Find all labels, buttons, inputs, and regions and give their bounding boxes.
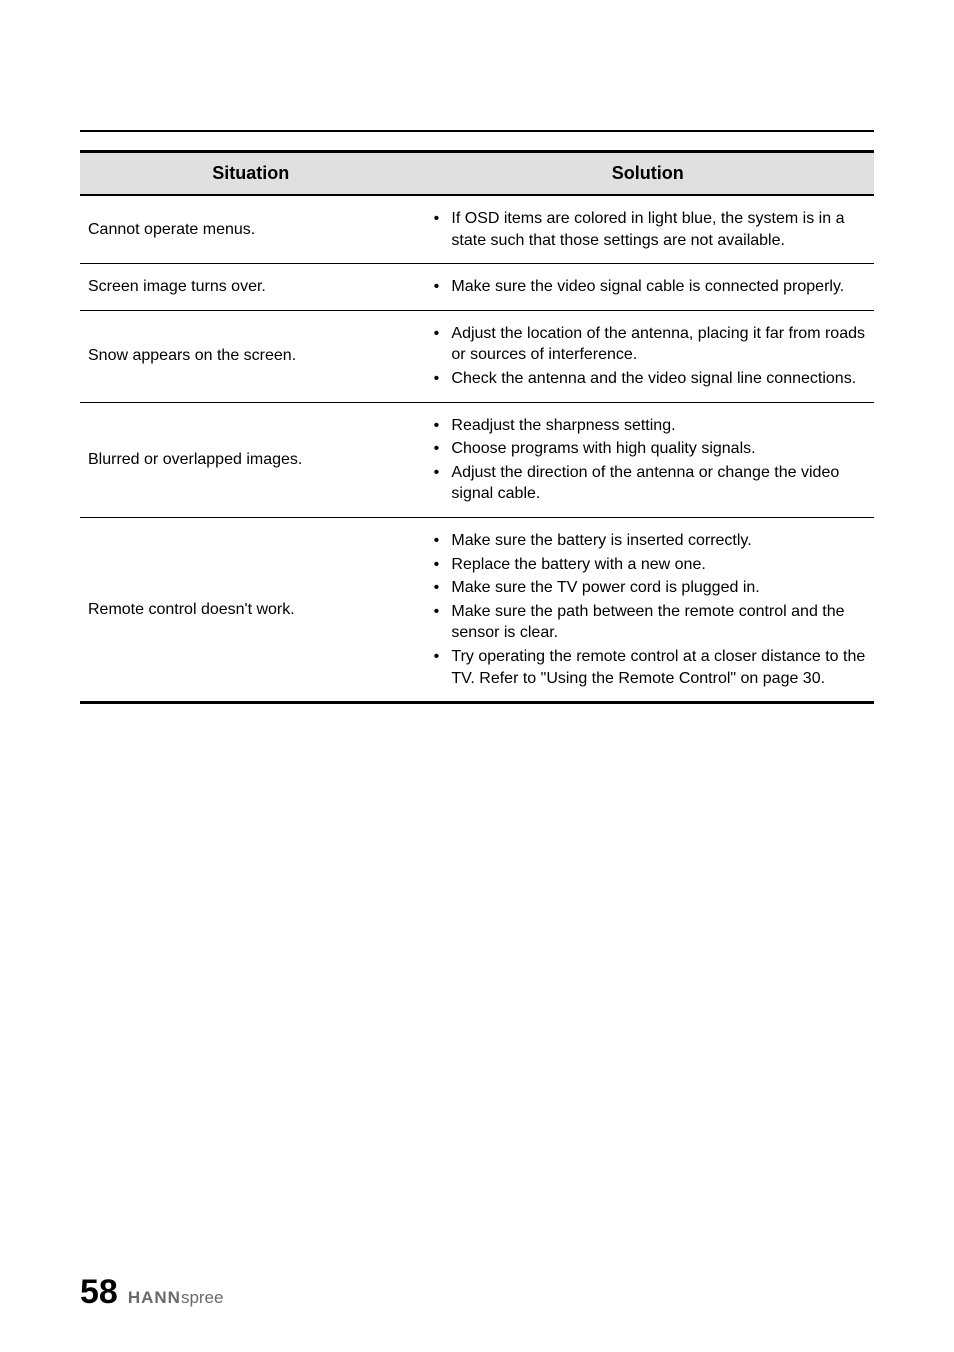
table-row: Screen image turns over. • Make sure the… — [80, 264, 874, 311]
bullet-icon: • — [421, 208, 451, 251]
brand-logo: HANNspree — [128, 1288, 224, 1308]
header-situation: Situation — [80, 153, 421, 194]
solution-list: • Readjust the sharpness setting. • Choo… — [421, 415, 866, 505]
bullet-icon: • — [421, 554, 451, 576]
solution-text: Make sure the video signal cable is conn… — [451, 276, 866, 298]
troubleshooting-table: Situation Solution Cannot operate menus.… — [80, 150, 874, 704]
bullet-icon: • — [421, 577, 451, 599]
page-number: 58 — [80, 1273, 118, 1312]
list-item: • Check the antenna and the video signal… — [421, 368, 866, 390]
solution-text: Make sure the TV power cord is plugged i… — [451, 577, 866, 599]
list-item: • Make sure the video signal cable is co… — [421, 276, 866, 298]
table-row: Blurred or overlapped images. • Readjust… — [80, 403, 874, 518]
solution-text: Try operating the remote control at a cl… — [451, 646, 866, 689]
solution-text: Readjust the sharpness setting. — [451, 415, 866, 437]
table-header-row: Situation Solution — [80, 150, 874, 196]
solution-cell: • Adjust the location of the antenna, pl… — [421, 311, 874, 402]
bullet-icon: • — [421, 323, 451, 366]
list-item: • Make sure the battery is inserted corr… — [421, 530, 866, 552]
list-item: • Try operating the remote control at a … — [421, 646, 866, 689]
solution-text: Replace the battery with a new one. — [451, 554, 866, 576]
situation-cell: Snow appears on the screen. — [80, 311, 421, 402]
solution-cell: • Make sure the battery is inserted corr… — [421, 518, 874, 701]
list-item: • Make sure the TV power cord is plugged… — [421, 577, 866, 599]
solution-text: If OSD items are colored in light blue, … — [451, 208, 866, 251]
brand-prefix: HANN — [128, 1288, 181, 1307]
situation-cell: Remote control doesn't work. — [80, 518, 421, 701]
solution-text: Adjust the direction of the antenna or c… — [451, 462, 866, 505]
bullet-icon: • — [421, 276, 451, 298]
solution-list: • Adjust the location of the antenna, pl… — [421, 323, 866, 390]
list-item: • Adjust the location of the antenna, pl… — [421, 323, 866, 366]
solution-text: Make sure the path between the remote co… — [451, 601, 866, 644]
bullet-icon: • — [421, 368, 451, 390]
bullet-icon: • — [421, 646, 451, 689]
solution-list: • Make sure the video signal cable is co… — [421, 276, 866, 298]
table-row: Remote control doesn't work. • Make sure… — [80, 518, 874, 704]
solution-text: Check the antenna and the video signal l… — [451, 368, 866, 390]
solution-list: • Make sure the battery is inserted corr… — [421, 530, 866, 689]
solution-cell: • If OSD items are colored in light blue… — [421, 196, 874, 263]
bullet-icon: • — [421, 462, 451, 505]
solution-cell: • Make sure the video signal cable is co… — [421, 264, 874, 310]
page-footer: 58 HANNspree — [80, 1273, 223, 1312]
header-solution: Solution — [421, 153, 874, 194]
solution-cell: • Readjust the sharpness setting. • Choo… — [421, 403, 874, 517]
table-row: Cannot operate menus. • If OSD items are… — [80, 196, 874, 264]
bullet-icon: • — [421, 438, 451, 460]
bullet-icon: • — [421, 415, 451, 437]
list-item: • If OSD items are colored in light blue… — [421, 208, 866, 251]
solution-text: Make sure the battery is inserted correc… — [451, 530, 866, 552]
list-item: • Readjust the sharpness setting. — [421, 415, 866, 437]
brand-suffix: spree — [181, 1288, 224, 1307]
solution-text: Adjust the location of the antenna, plac… — [451, 323, 866, 366]
list-item: • Choose programs with high quality sign… — [421, 438, 866, 460]
situation-cell: Cannot operate menus. — [80, 196, 421, 263]
list-item: • Adjust the direction of the antenna or… — [421, 462, 866, 505]
list-item: • Make sure the path between the remote … — [421, 601, 866, 644]
list-item: • Replace the battery with a new one. — [421, 554, 866, 576]
top-divider — [80, 130, 874, 132]
solution-list: • If OSD items are colored in light blue… — [421, 208, 866, 251]
situation-cell: Blurred or overlapped images. — [80, 403, 421, 517]
situation-cell: Screen image turns over. — [80, 264, 421, 310]
table-row: Snow appears on the screen. • Adjust the… — [80, 311, 874, 403]
solution-text: Choose programs with high quality signal… — [451, 438, 866, 460]
bullet-icon: • — [421, 601, 451, 644]
bullet-icon: • — [421, 530, 451, 552]
